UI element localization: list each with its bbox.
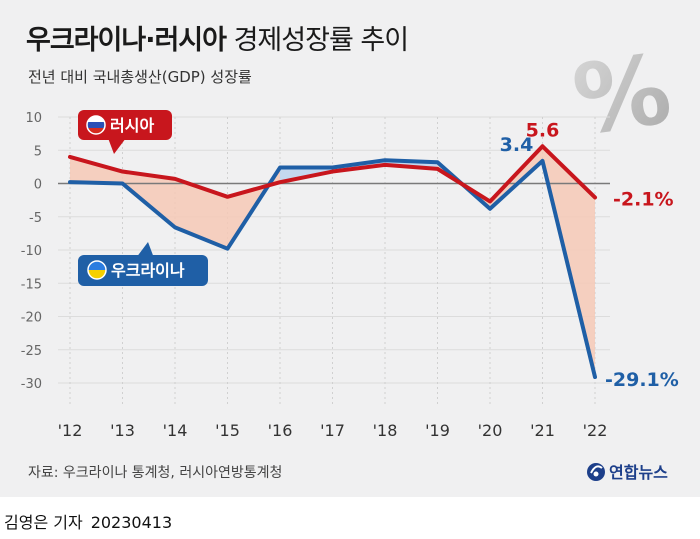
x-tick-label-9: '21 (530, 421, 555, 440)
x-tick-label-8: '20 (478, 421, 503, 440)
legend-ukraine-pointer (136, 242, 154, 258)
percent-watermark-icon: % (567, 33, 678, 157)
publish-date: 20230413 (90, 513, 173, 532)
yonhap-logo-icon (587, 463, 605, 481)
russia-flag-icon (86, 115, 106, 135)
legend-ukraine-box (78, 255, 208, 286)
x-tick-label-0: '12 (58, 421, 83, 440)
series-line-russia (68, 144, 597, 204)
chart-title-bold: 우크라이나·러시아 (26, 25, 227, 56)
y-tick-label-6: -20 (21, 311, 42, 326)
data-label-3: -29.1% (605, 369, 679, 391)
x-tick-label-6: '18 (373, 421, 398, 440)
y-axis-ticks: 10 5 0 -5 -10 -15 -20 -25 -30 (21, 111, 42, 392)
data-label-2: 3.4 (500, 134, 534, 156)
x-tick-label-3: '15 (215, 421, 240, 440)
y-tick-label-1: 5 (34, 144, 42, 159)
legend-russia-pointer (108, 138, 126, 154)
chart-subtitle: 전년 대비 국내총생산(GDP) 성장률 (28, 68, 252, 86)
data-labels: 5.6 -2.1% 3.4 -29.1% (500, 119, 679, 391)
series-lines (68, 144, 597, 380)
y-tick-label-3: -5 (29, 211, 42, 226)
legend-russia: 러시아 (78, 110, 172, 154)
x-tick-label-10: '22 (583, 421, 608, 440)
x-tick-label-2: '14 (163, 421, 188, 440)
x-tick-label-1: '13 (110, 421, 135, 440)
y-tick-label-2: 0 (34, 178, 42, 193)
y-tick-label-5: -15 (21, 277, 42, 292)
gap-fill-segment-0 (70, 156, 123, 184)
y-tick-label-0: 10 (25, 111, 42, 126)
y-tick-label-7: -25 (21, 344, 42, 359)
x-tick-label-7: '19 (425, 421, 450, 440)
series-line-ukraine (68, 158, 597, 380)
x-tick-label-4: '16 (268, 421, 293, 440)
gap-fill-segment-1 (122, 171, 175, 228)
brand-logo: 연합뉴스 (585, 458, 668, 484)
y-tick-label-8: -30 (21, 377, 42, 392)
brand-name: 연합뉴스 (609, 463, 668, 482)
data-label-0: 5.6 (526, 119, 560, 141)
ukraine-flag-icon (87, 260, 107, 280)
y-tick-label-4: -10 (21, 244, 42, 259)
author: 김영은 기자 (4, 513, 83, 532)
data-label-1: -2.1% (613, 188, 674, 210)
legend-ukraine-label: 우크라이나 (111, 261, 185, 280)
legend-russia-label: 러시아 (110, 116, 154, 135)
x-axis-ticks: '12 '13 '14 '15 '16 '17 '18 '19 '20 '21 '22 (58, 421, 608, 440)
x-tick-label-5: '17 (320, 421, 345, 440)
legend-ukraine: 우크라이나 (78, 242, 208, 286)
chart-title-light: 경제성장률 추이 (233, 25, 409, 56)
byline: 김영은 기자 20230413 (4, 509, 172, 533)
chart-title: 우크라이나·러시아 경제성장률 추이 (26, 18, 409, 57)
source-note: 자료: 우크라이나 통계청, 러시아연방통계청 (28, 465, 283, 481)
